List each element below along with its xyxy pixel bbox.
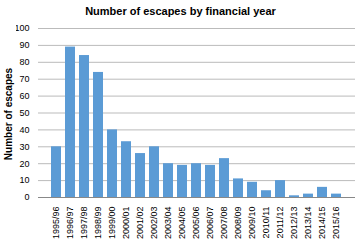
- svg-text:20: 20: [19, 159, 29, 169]
- svg-text:1995/96: 1995/96: [51, 207, 61, 240]
- svg-text:2008/09: 2008/09: [233, 207, 243, 240]
- html-text:Number of escapes by financial: Number of escapes by financial year: [85, 5, 276, 17]
- svg-text:2009/10: 2009/10: [247, 207, 257, 240]
- svg-text:2002/03: 2002/03: [149, 207, 159, 240]
- svg-text:1999/00: 1999/00: [107, 207, 117, 240]
- svg-text:30: 30: [19, 142, 29, 152]
- svg-text:2004/05: 2004/05: [177, 207, 187, 240]
- svg-text:2006/07: 2006/07: [205, 207, 215, 240]
- svg-text:2000/01: 2000/01: [121, 207, 131, 240]
- svg-text:2010/11: 2010/11: [261, 207, 271, 239]
- svg-text:60: 60: [19, 91, 29, 101]
- svg-text:2007/08: 2007/08: [219, 207, 229, 240]
- svg-text:100: 100: [16, 23, 30, 33]
- svg-text:2012/13: 2012/13: [289, 207, 299, 240]
- svg-text:80: 80: [19, 57, 29, 67]
- svg-text:2014/15: 2014/15: [317, 207, 327, 240]
- svg-text:40: 40: [19, 125, 29, 135]
- svg-text:70: 70: [19, 74, 29, 84]
- svg-text:1998/99: 1998/99: [93, 207, 103, 240]
- svg-text:2003/04: 2003/04: [163, 207, 173, 240]
- svg-text:2011/12: 2011/12: [275, 207, 285, 239]
- html-text:Number of escapes: Number of escapes: [2, 67, 14, 161]
- svg-text:1997/98: 1997/98: [79, 207, 89, 240]
- svg-text:2001/02: 2001/02: [135, 207, 145, 240]
- svg-text:2015/16: 2015/16: [331, 207, 341, 240]
- svg-text:0: 0: [24, 192, 29, 202]
- svg-text:50: 50: [19, 108, 29, 118]
- svg-text:90: 90: [19, 40, 29, 50]
- svg-text:2005/06: 2005/06: [191, 207, 201, 240]
- svg-text:10: 10: [19, 175, 29, 185]
- svg-text:2013/14: 2013/14: [303, 207, 313, 240]
- svg-text:1996/97: 1996/97: [65, 207, 75, 240]
